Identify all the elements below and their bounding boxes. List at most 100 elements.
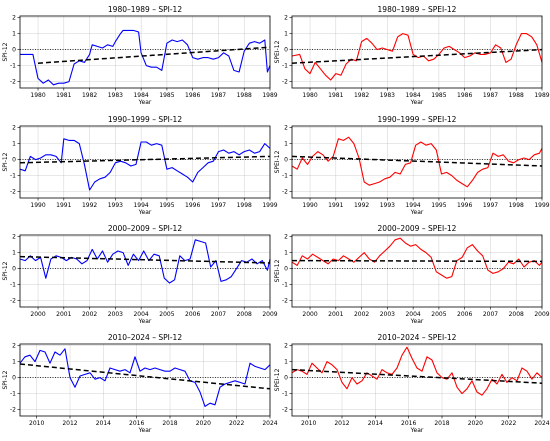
x-tick-label: 2014 <box>96 420 111 427</box>
y-tick-label: 0 <box>12 266 16 273</box>
y-tick-label: -1 <box>282 173 288 180</box>
x-tick-label: 2008 <box>509 311 524 318</box>
x-tick-label: 1987 <box>483 92 498 99</box>
x-axis-label: Year <box>410 318 424 325</box>
x-tick-label: 2018 <box>162 420 177 427</box>
axes-frame <box>19 343 271 417</box>
x-tick-label: 2009 <box>534 311 549 318</box>
x-tick-label: 2003 <box>108 311 123 318</box>
x-axis-label: Year <box>138 318 152 325</box>
panel-title: 1980–1989 – SPEI-12 <box>378 5 457 14</box>
x-tick-label: 1997 <box>211 202 226 209</box>
x-tick-label: 2016 <box>401 420 416 427</box>
y-tick-label: -2 <box>10 298 16 305</box>
y-tick-label: 2 <box>284 15 288 22</box>
x-tick-label: 1996 <box>185 202 200 209</box>
x-tick-label: 2007 <box>211 311 226 318</box>
x-tick-label: 1997 <box>483 202 498 209</box>
y-tick-label: -2 <box>282 189 288 196</box>
x-axis-label: Year <box>138 209 152 216</box>
x-tick-label: 1984 <box>133 92 148 99</box>
x-tick-label: 1986 <box>185 92 200 99</box>
x-tick-label: 2005 <box>431 311 446 318</box>
trend-line <box>291 48 543 64</box>
x-tick-label: 1982 <box>82 92 97 99</box>
y-tick-label: 1 <box>12 141 16 148</box>
y-tick-label: 1 <box>12 31 16 38</box>
y-tick-label: 2 <box>284 234 288 241</box>
x-tick-label: 1983 <box>380 92 395 99</box>
trend-line <box>291 259 543 263</box>
x-tick-label: 2012 <box>334 420 349 427</box>
y-axis-label: SPEI-12 <box>274 150 281 173</box>
trend-line <box>19 255 271 264</box>
y-tick-label: 1 <box>284 250 288 257</box>
series-line <box>20 29 271 86</box>
axes-frame <box>291 125 543 199</box>
y-tick-label: -1 <box>10 282 16 289</box>
x-tick-label: 1998 <box>237 202 252 209</box>
panel-spi-1980: 1980 1981 1982 1983 1984 1985 1986 1987 1988 1989… <box>2 5 278 106</box>
y-tick-label: 2 <box>12 125 16 132</box>
y-tick-label: 2 <box>12 343 16 350</box>
x-tick-label: 2001 <box>56 311 71 318</box>
x-tick-label: 2003 <box>380 311 395 318</box>
x-tick-label: 2024 <box>262 420 277 427</box>
x-tick-label: 1995 <box>431 202 446 209</box>
y-tick-label: -2 <box>282 407 288 414</box>
x-tick-label: 2002 <box>354 311 369 318</box>
x-tick-label: 1992 <box>354 202 369 209</box>
y-tick-label: -2 <box>282 298 288 305</box>
y-axis-label: SPI-12 <box>2 370 9 389</box>
y-tick-label: -1 <box>282 391 288 398</box>
y-axis-label: SPEI-12 <box>274 259 281 282</box>
x-tick-label: 1991 <box>328 202 343 209</box>
y-tick-label: 2 <box>284 125 288 132</box>
panel-title: 2010–2024 – SPI-12 <box>108 333 182 342</box>
x-tick-label: 1988 <box>237 92 252 99</box>
axes-frame <box>19 15 271 89</box>
panel-title: 2010–2024 – SPEI-12 <box>378 333 457 342</box>
x-axis-label: Year <box>138 427 152 434</box>
x-axis-label: Year <box>138 99 152 106</box>
x-tick-label: 2010 <box>29 420 44 427</box>
y-tick-label: -2 <box>10 407 16 414</box>
y-tick-label: -2 <box>10 79 16 86</box>
x-tick-label: 2020 <box>468 420 483 427</box>
x-tick-label: 1985 <box>431 92 446 99</box>
y-tick-label: 0 <box>12 375 16 382</box>
x-tick-label: 1990 <box>302 202 317 209</box>
y-tick-label: -1 <box>10 391 16 398</box>
x-tick-label: 2004 <box>405 311 420 318</box>
x-tick-label: 1995 <box>159 202 174 209</box>
y-tick-label: 0 <box>284 375 288 382</box>
axes-frame <box>19 234 271 308</box>
x-tick-label: 1993 <box>108 202 123 209</box>
series-line <box>291 136 543 188</box>
y-axis-label: SPI-12 <box>2 42 9 61</box>
y-tick-label: -1 <box>10 173 16 180</box>
x-tick-label: 2004 <box>133 311 148 318</box>
x-tick-label: 1999 <box>262 202 277 209</box>
y-tick-label: -1 <box>282 63 288 70</box>
panel-title: 1990–1999 – SPI-12 <box>108 115 182 124</box>
y-tick-label: 1 <box>12 359 16 366</box>
series-line <box>291 346 543 396</box>
x-tick-label: 2014 <box>368 420 383 427</box>
x-tick-label: 1987 <box>211 92 226 99</box>
y-axis-label: SPEI-12 <box>274 40 281 63</box>
x-tick-label: 1990 <box>30 202 45 209</box>
panel-spei-1990: 1990 1991 1992 1993 1994 1995 1996 1997 1998 1999… <box>274 115 550 216</box>
panel-title: 1990–1999 – SPEI-12 <box>378 115 457 124</box>
x-tick-label: 1980 <box>302 92 317 99</box>
panel-spi-2010: 2010 2012 2014 2016 2018 2020 2022 2024 -2 -1 0 1 2 2… <box>2 333 278 434</box>
x-tick-label: 2005 <box>159 311 174 318</box>
axes-frame <box>291 15 543 89</box>
x-tick-label: 2000 <box>302 311 317 318</box>
y-tick-label: 0 <box>284 47 288 54</box>
y-tick-label: 1 <box>284 141 288 148</box>
y-tick-label: 2 <box>12 15 16 22</box>
x-tick-label: 2020 <box>196 420 211 427</box>
x-tick-label: 2008 <box>237 311 252 318</box>
